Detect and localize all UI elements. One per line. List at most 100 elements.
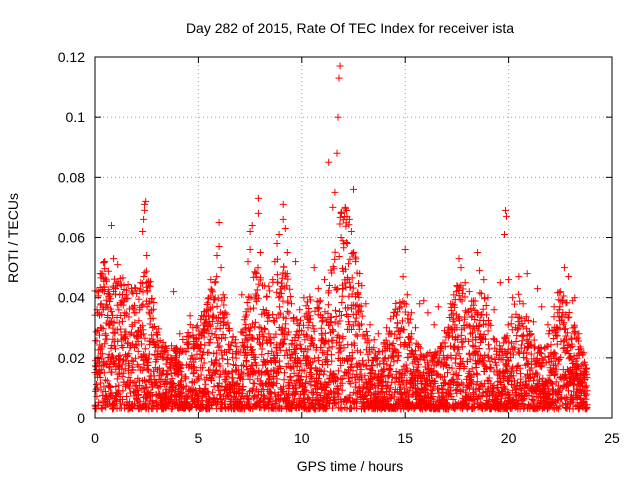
background-data-point (147, 278, 154, 286)
background-data-point (146, 310, 154, 318)
background-data-point (93, 287, 101, 295)
background-data-point (115, 319, 123, 327)
background-data-point (210, 394, 218, 402)
background-data-point (544, 342, 552, 350)
data-point (279, 215, 287, 223)
background-data-point (542, 359, 550, 367)
background-data-point (345, 374, 352, 382)
background-data-point (138, 340, 145, 348)
background-data-point (286, 364, 294, 372)
background-data-point (129, 305, 137, 313)
background-data-point (399, 379, 407, 387)
data-point (279, 200, 287, 208)
background-data-point (107, 383, 115, 391)
background-data-point (193, 322, 201, 330)
background-data-point (459, 285, 467, 293)
background-data-point (404, 353, 412, 361)
background-data-point (109, 352, 116, 360)
background-data-point (302, 387, 310, 395)
background-data-point (309, 322, 317, 330)
background-data-point (243, 366, 251, 374)
background-data-point (265, 282, 273, 290)
background-data-point (233, 343, 241, 351)
background-data-point (232, 380, 240, 388)
background-data-point (141, 383, 149, 391)
background-data-point (140, 385, 148, 393)
background-data-point (554, 357, 562, 365)
background-data-point (243, 311, 250, 319)
background-data-point (214, 319, 222, 327)
background-data-point (273, 375, 281, 383)
background-data-point (481, 351, 489, 359)
background-data-point (119, 396, 126, 403)
background-data-point (238, 328, 246, 336)
data-point (560, 264, 568, 272)
background-data-point (118, 360, 126, 368)
background-data-point (505, 390, 513, 398)
background-data-point (439, 388, 447, 396)
background-data-point (339, 216, 347, 224)
background-data-point (114, 363, 122, 370)
background-data-point (118, 342, 126, 350)
background-data-point (479, 383, 487, 391)
background-data-point (280, 263, 288, 271)
background-data-point (468, 365, 476, 373)
background-data-point (306, 293, 314, 301)
background-data-point (270, 378, 278, 386)
background-data-point (281, 335, 289, 343)
background-data-point (337, 361, 345, 369)
background-data-point (482, 335, 489, 343)
background-data-point (97, 366, 105, 374)
background-data-point (346, 255, 354, 263)
background-data-point (249, 346, 256, 354)
background-data-point (106, 363, 113, 371)
background-data-point (553, 332, 561, 340)
background-data-point (264, 350, 272, 357)
background-data-point (216, 362, 224, 370)
background-data-point (292, 388, 300, 395)
background-data-point (98, 324, 106, 332)
background-data-point (124, 281, 132, 288)
data-point (401, 246, 409, 253)
background-data-point (186, 332, 194, 340)
background-data-point (145, 355, 153, 363)
background-data-point (171, 352, 179, 360)
background-data-point (453, 324, 461, 332)
background-data-point (184, 333, 192, 341)
data-point (465, 288, 473, 296)
background-data-point (478, 310, 486, 318)
background-data-point (330, 265, 338, 273)
background-data-point (104, 314, 112, 321)
background-data-point (458, 297, 466, 305)
background-data-point (513, 332, 521, 340)
data-point (523, 270, 531, 278)
data-point (244, 258, 252, 266)
data-point (480, 276, 488, 284)
background-data-point (275, 368, 282, 376)
background-data-point (337, 311, 345, 319)
background-data-point (361, 372, 369, 380)
background-data-point (559, 320, 567, 328)
background-data-point (424, 361, 432, 369)
background-data-point (92, 328, 100, 336)
background-data-point (482, 302, 490, 309)
background-data-point (267, 339, 275, 346)
background-data-point (563, 299, 571, 307)
background-data-point (148, 306, 156, 314)
background-data-point (148, 295, 156, 302)
background-data-point (300, 321, 307, 329)
background-data-point (252, 290, 260, 298)
background-data-point (245, 396, 253, 404)
background-data-point (315, 304, 323, 312)
background-data-point (336, 308, 344, 315)
data-point (217, 264, 225, 272)
background-data-point (253, 286, 261, 294)
background-data-point (486, 357, 494, 365)
data-point (461, 279, 469, 287)
background-data-point (273, 255, 281, 263)
data-point (334, 113, 342, 121)
background-data-point (491, 344, 499, 352)
background-data-point (141, 345, 149, 353)
background-data-point (393, 311, 400, 319)
background-data-point (287, 376, 295, 384)
